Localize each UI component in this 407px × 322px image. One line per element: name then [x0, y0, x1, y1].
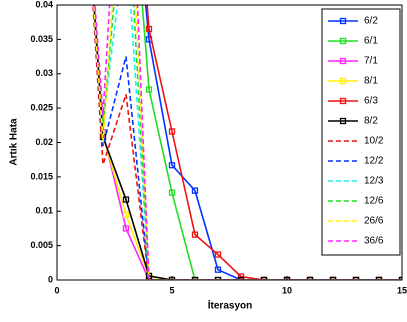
legend-marker — [339, 57, 347, 65]
point-marker — [214, 276, 222, 280]
point-marker — [237, 273, 245, 280]
y-tick-label: 0.01 — [35, 206, 53, 216]
point-marker — [168, 162, 176, 169]
series-line — [93, 5, 402, 280]
y-tick-label: 0.035 — [30, 34, 53, 44]
point-marker — [329, 276, 337, 280]
x-tick-label: 5 — [169, 285, 174, 295]
legend-box — [321, 8, 401, 256]
series-line — [146, 5, 402, 280]
legend-label: 8/1 — [364, 76, 378, 87]
y-axis-label: Artık Hata — [9, 118, 20, 166]
series-line — [93, 5, 402, 280]
legend-label: 36/6 — [364, 236, 384, 247]
x-tick-label: 0 — [54, 285, 59, 295]
legend-label: 6/3 — [364, 96, 378, 107]
y-tick-label: 0.04 — [35, 0, 53, 9]
series-line — [92, 5, 402, 280]
point-marker — [191, 187, 199, 194]
point-marker — [260, 276, 268, 280]
legend-marker — [339, 117, 347, 125]
point-marker — [214, 266, 222, 273]
point-marker — [145, 25, 153, 33]
point-marker — [122, 196, 130, 203]
y-tick-label: 0.025 — [30, 103, 53, 113]
legend-marker — [339, 37, 347, 45]
legend-label: 8/2 — [364, 116, 378, 127]
point-marker — [214, 251, 222, 258]
legend-label: 6/2 — [364, 16, 378, 27]
point-marker — [145, 86, 153, 93]
point-marker — [352, 276, 360, 280]
legend-marker — [339, 97, 347, 105]
point-marker — [191, 276, 199, 280]
y-tick-label: 0.02 — [35, 137, 53, 147]
point-marker — [237, 276, 245, 280]
x-tick-label: 15 — [397, 285, 407, 295]
legend-label: 12/3 — [364, 176, 384, 187]
legend-label: 10/2 — [364, 136, 384, 147]
point-marker — [122, 225, 130, 232]
legend-label: 6/1 — [364, 36, 378, 47]
legend-label: 7/1 — [364, 56, 378, 67]
x-axis-label: İterasyon — [208, 299, 252, 312]
legend-label: 12/6 — [364, 196, 384, 207]
point-marker — [375, 276, 383, 280]
legend-label: 12/2 — [364, 156, 384, 167]
legend-marker — [339, 77, 347, 85]
y-tick-label: 0.03 — [35, 68, 53, 78]
y-tick-label: 0.015 — [30, 171, 53, 181]
point-marker — [168, 189, 176, 196]
y-tick-label: 0.005 — [30, 240, 53, 250]
legend-label: 26/6 — [364, 216, 384, 227]
series-line — [93, 5, 402, 280]
series-line — [93, 5, 402, 280]
point-marker — [191, 231, 199, 238]
point-marker — [122, 211, 130, 218]
legend-marker — [339, 17, 347, 25]
y-tick-label: 0 — [48, 274, 53, 284]
point-marker — [168, 128, 176, 135]
point-marker — [306, 276, 314, 280]
x-tick-label: 10 — [282, 285, 292, 295]
